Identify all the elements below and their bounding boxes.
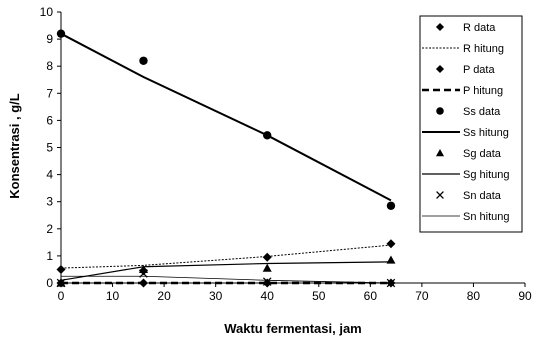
y-tick-label: 7	[46, 86, 53, 100]
data-point-ss-data	[139, 56, 148, 65]
data-point-r-data	[262, 252, 272, 262]
legend-label-r-data: R data	[463, 22, 496, 34]
legend-label-sg-data: Sg data	[463, 148, 502, 160]
legend-label-sn-hitung: Sn hitung	[463, 211, 509, 223]
legend-sample-r-data	[435, 22, 445, 32]
x-axis-label: Waktu fermentasi, jam	[224, 321, 362, 336]
x-tick-label: 60	[364, 289, 378, 303]
legend: R data R hitung P data P hitung Ss data Ss hi…	[419, 15, 523, 233]
y-tick-label: 9	[46, 32, 53, 46]
legend-label-p-hitung: P hitung	[463, 85, 503, 97]
legend-box	[419, 15, 523, 233]
x-tick-label: 10	[106, 289, 120, 303]
y-tick-label: 5	[46, 141, 53, 155]
y-tick-label: 4	[46, 168, 53, 182]
data-point-ss-data	[263, 131, 272, 140]
data-point-sg-data	[262, 263, 272, 272]
y-tick-label: 10	[40, 5, 54, 19]
x-tick-label: 30	[209, 289, 223, 303]
legend-sample-sn-data	[436, 191, 444, 199]
x-tick-label: 80	[467, 289, 481, 303]
data-point-sg-data	[386, 255, 396, 264]
x-tick-label: 70	[415, 289, 429, 303]
series-line-r-hitung	[60, 244, 392, 269]
x-axis: 0 10 20 30 40 50 60 70 80 90	[58, 282, 532, 303]
y-tick-label: 3	[46, 195, 53, 209]
y-axis-label: Konsentrasi , g/L	[7, 93, 22, 199]
series-line-ss-hitung	[60, 32, 392, 202]
series-line-sn-hitung	[61, 275, 391, 284]
legend-label-ss-hitung: Ss hitung	[463, 127, 509, 139]
y-tick-label: 0	[46, 276, 53, 290]
series-line-sg-hitung	[60, 261, 391, 281]
data-point-ss-data	[386, 201, 396, 210]
legend-sample-p-data	[435, 64, 445, 74]
data-point-r-data	[386, 239, 396, 249]
legend-label-sn-data: Sn data	[463, 190, 502, 202]
legend-sample-sg-data	[435, 148, 445, 157]
y-axis: 0 1 2 3 4 5 6 7 8 9 10	[40, 5, 62, 290]
x-tick-label: 0	[58, 289, 65, 303]
data-point-sn-data	[262, 277, 272, 286]
data-point-sn-data	[139, 269, 148, 278]
y-tick-label: 8	[46, 59, 53, 73]
plot-area	[56, 29, 396, 288]
legend-label-r-hitung: R hitung	[463, 43, 504, 55]
y-tick-label: 2	[46, 222, 53, 236]
x-tick-label: 50	[312, 289, 326, 303]
y-tick-label: 6	[46, 113, 53, 127]
x-tick-label: 40	[261, 289, 275, 303]
legend-sample-ss-data	[436, 107, 444, 115]
legend-label-p-data: P data	[463, 64, 495, 76]
x-tick-label: 90	[518, 289, 532, 303]
x-tick-label: 20	[157, 289, 171, 303]
y-tick-label: 1	[46, 249, 53, 263]
legend-label-sg-hitung: Sg hitung	[463, 169, 509, 181]
legend-label-ss-data: Ss data	[463, 106, 501, 118]
